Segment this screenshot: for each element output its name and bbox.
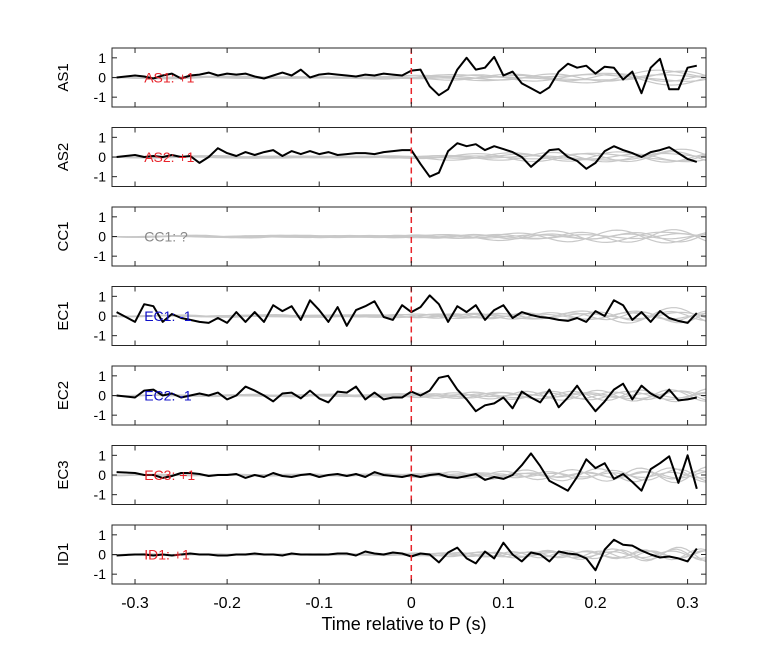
- panel-cc1: 1 0 -1 CC1 CC1: ?: [55, 206, 707, 267]
- x-tick-label: 0.1: [492, 595, 514, 612]
- trace-line: [116, 452, 698, 492]
- y-tick-label: 1: [98, 209, 106, 225]
- y-tick-label: 1: [98, 129, 106, 145]
- background-trace: [111, 233, 707, 240]
- y-axis-label: EC2: [55, 381, 72, 410]
- y-tick-label: -1: [94, 248, 107, 264]
- y-tick-label: -1: [94, 566, 107, 582]
- polarity-annotation: AS2: +1: [144, 149, 194, 165]
- panels: 1 0 -1 AS1 AS1: +1 1 0 -1 AS2 AS2: +1 1 0 -1 CC1 CC1: …: [55, 47, 707, 585]
- y-tick-label: 0: [98, 467, 106, 483]
- y-tick-label: 0: [98, 149, 106, 165]
- y-tick-label: -1: [94, 487, 107, 503]
- x-tick-label: 0.3: [676, 595, 698, 612]
- polarity-annotation: EC2: -1: [144, 388, 192, 404]
- y-tick-label: 1: [98, 527, 106, 543]
- x-axis: -0.3 -0.2 -0.1 0 0.1 0.2 0.3: [121, 595, 699, 612]
- y-tick-label: 0: [98, 547, 106, 563]
- panel-as2: 1 0 -1 AS2 AS2: +1: [55, 127, 707, 187]
- y-tick-label: 0: [98, 388, 106, 404]
- background-trace: [111, 153, 707, 162]
- polarity-annotation: EC3: +1: [144, 467, 195, 483]
- polarity-annotation: CC1: ?: [144, 229, 188, 245]
- y-tick-label: 1: [98, 368, 106, 384]
- panel-id1: 1 0 -1 ID1 ID1: +1: [55, 524, 707, 585]
- y-tick-label: -1: [94, 169, 107, 185]
- x-axis-label: Time relative to P (s): [321, 614, 486, 634]
- trace-line: [116, 538, 698, 572]
- background-trace: [111, 72, 707, 83]
- x-tick-label: -0.1: [305, 595, 333, 612]
- panel-as1: 1 0 -1 AS1 AS1: +1: [55, 47, 707, 108]
- panel-ec2: 1 0 -1 EC2 EC2: -1: [55, 365, 707, 426]
- y-axis-label: EC1: [55, 301, 72, 330]
- y-tick-label: 0: [98, 308, 106, 324]
- panel-ec1: 1 0 -1 EC1 EC1: -1: [55, 286, 707, 346]
- y-tick-label: -1: [94, 89, 107, 105]
- y-axis-label: CC1: [55, 221, 72, 251]
- x-tick-label: 0.2: [584, 595, 606, 612]
- y-axis-label: ID1: [55, 543, 72, 566]
- y-axis-label: EC3: [55, 460, 72, 489]
- y-tick-label: -1: [94, 328, 107, 344]
- trace-line: [116, 374, 698, 413]
- x-tick-label: 0: [407, 595, 416, 612]
- polarity-annotation: EC1: -1: [144, 308, 192, 324]
- y-tick-label: 1: [98, 447, 106, 463]
- polarity-annotation: ID1: +1: [144, 547, 190, 563]
- y-axis-label: AS2: [55, 143, 72, 171]
- panel-ec3: 1 0 -1 EC3 EC3: +1: [55, 445, 707, 505]
- trace-line: [116, 294, 698, 327]
- x-tick-label: -0.2: [213, 595, 241, 612]
- y-axis-label: AS1: [55, 63, 72, 91]
- y-tick-label: 1: [98, 288, 106, 304]
- y-tick-label: 0: [98, 70, 106, 86]
- y-tick-label: 1: [98, 50, 106, 66]
- background-trace: [112, 310, 707, 322]
- y-tick-label: 0: [98, 229, 106, 245]
- polarity-annotation: AS1: +1: [144, 70, 194, 86]
- y-tick-label: -1: [94, 407, 107, 423]
- x-tick-label: -0.3: [121, 595, 149, 612]
